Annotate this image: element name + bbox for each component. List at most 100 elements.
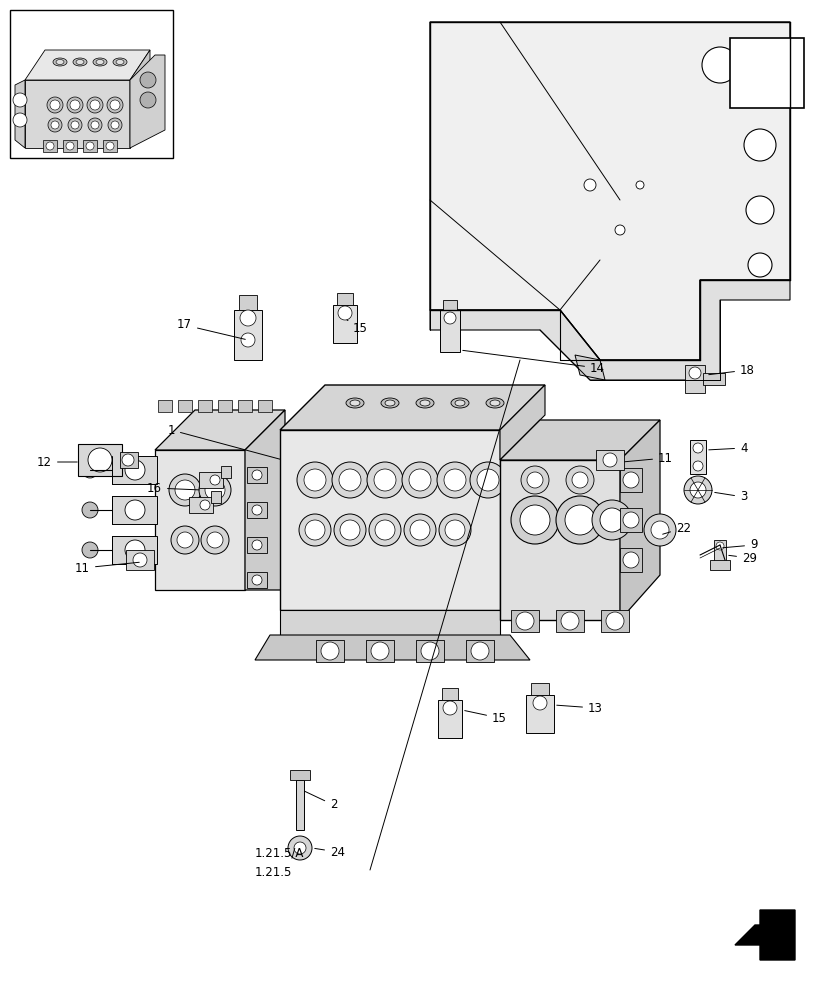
Circle shape — [444, 312, 456, 324]
Circle shape — [106, 142, 114, 150]
Bar — [158, 400, 172, 412]
Circle shape — [338, 306, 352, 320]
Circle shape — [520, 505, 550, 535]
Text: 3: 3 — [715, 490, 747, 504]
Ellipse shape — [416, 398, 434, 408]
Bar — [103, 140, 117, 152]
Ellipse shape — [381, 398, 399, 408]
Circle shape — [439, 514, 471, 546]
Circle shape — [565, 505, 595, 535]
Bar — [511, 610, 539, 632]
Circle shape — [13, 93, 27, 107]
Ellipse shape — [385, 400, 395, 406]
Polygon shape — [280, 610, 500, 640]
Circle shape — [294, 842, 306, 854]
Circle shape — [533, 696, 547, 710]
Bar — [714, 540, 726, 562]
Text: 1.21.5/A: 1.21.5/A — [255, 846, 304, 859]
Text: 13: 13 — [557, 702, 603, 714]
Circle shape — [199, 474, 231, 506]
Text: 12: 12 — [37, 456, 78, 468]
Circle shape — [110, 100, 120, 110]
Ellipse shape — [76, 60, 84, 64]
Bar — [178, 400, 192, 412]
Bar — [258, 400, 272, 412]
Circle shape — [87, 97, 103, 113]
Text: 18: 18 — [709, 363, 755, 376]
Circle shape — [70, 100, 80, 110]
Text: 24: 24 — [315, 846, 345, 858]
Ellipse shape — [350, 400, 360, 406]
Circle shape — [744, 129, 776, 161]
Bar — [238, 400, 252, 412]
Bar — [43, 140, 57, 152]
Text: 9: 9 — [723, 538, 757, 552]
Circle shape — [600, 508, 624, 532]
Bar — [438, 700, 462, 738]
Text: 15: 15 — [465, 711, 507, 724]
Circle shape — [402, 462, 438, 498]
Bar — [290, 770, 310, 780]
Circle shape — [369, 514, 401, 546]
Circle shape — [48, 118, 62, 132]
Bar — [112, 536, 157, 564]
Bar — [112, 456, 157, 484]
Bar — [703, 373, 725, 385]
Circle shape — [304, 469, 326, 491]
Bar — [247, 502, 267, 518]
Circle shape — [444, 469, 466, 491]
Text: 15: 15 — [347, 320, 368, 334]
Circle shape — [375, 520, 395, 540]
Bar — [466, 640, 494, 662]
Circle shape — [71, 121, 79, 129]
Circle shape — [252, 540, 262, 550]
Circle shape — [140, 72, 156, 88]
Circle shape — [615, 225, 625, 235]
Bar — [620, 508, 642, 532]
Circle shape — [561, 612, 579, 630]
Circle shape — [592, 500, 632, 540]
Ellipse shape — [490, 400, 500, 406]
Circle shape — [437, 462, 473, 498]
Ellipse shape — [113, 58, 127, 66]
Polygon shape — [25, 50, 150, 80]
Polygon shape — [280, 430, 500, 610]
Text: 4: 4 — [709, 442, 747, 454]
Circle shape — [521, 466, 549, 494]
Bar — [218, 400, 232, 412]
Circle shape — [107, 97, 123, 113]
Circle shape — [91, 121, 99, 129]
Circle shape — [299, 514, 331, 546]
Bar — [416, 640, 444, 662]
Circle shape — [90, 100, 100, 110]
Bar — [443, 300, 457, 310]
Circle shape — [339, 469, 361, 491]
Circle shape — [746, 196, 774, 224]
Circle shape — [421, 642, 439, 660]
Bar — [126, 550, 154, 570]
Circle shape — [410, 520, 430, 540]
Polygon shape — [245, 410, 285, 590]
Circle shape — [690, 482, 706, 498]
Circle shape — [716, 542, 724, 550]
Text: 17: 17 — [177, 318, 246, 339]
Text: 29: 29 — [729, 552, 757, 564]
Circle shape — [207, 532, 223, 548]
Bar — [601, 610, 629, 632]
Bar — [239, 295, 257, 310]
Text: 11: 11 — [625, 452, 673, 464]
Circle shape — [133, 553, 147, 567]
Circle shape — [13, 113, 27, 127]
Bar — [10, 10, 173, 158]
Circle shape — [689, 367, 701, 379]
Polygon shape — [25, 80, 130, 148]
Ellipse shape — [455, 400, 465, 406]
Text: 16: 16 — [147, 482, 199, 494]
Circle shape — [334, 514, 366, 546]
Ellipse shape — [420, 400, 430, 406]
Polygon shape — [500, 385, 545, 460]
Circle shape — [86, 142, 94, 150]
Bar — [337, 293, 353, 305]
Circle shape — [445, 520, 465, 540]
Circle shape — [636, 181, 644, 189]
